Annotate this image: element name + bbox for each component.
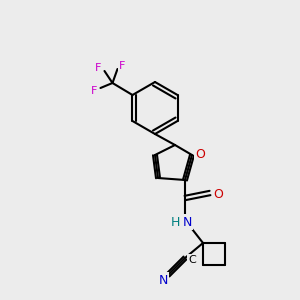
Text: F: F (91, 86, 98, 96)
Text: F: F (95, 63, 102, 73)
Text: N: N (182, 215, 192, 229)
Text: O: O (213, 188, 223, 202)
Text: H: H (170, 215, 180, 229)
Text: O: O (195, 148, 205, 161)
Text: N: N (158, 274, 168, 286)
Text: F: F (119, 61, 126, 71)
Text: C: C (188, 255, 196, 265)
